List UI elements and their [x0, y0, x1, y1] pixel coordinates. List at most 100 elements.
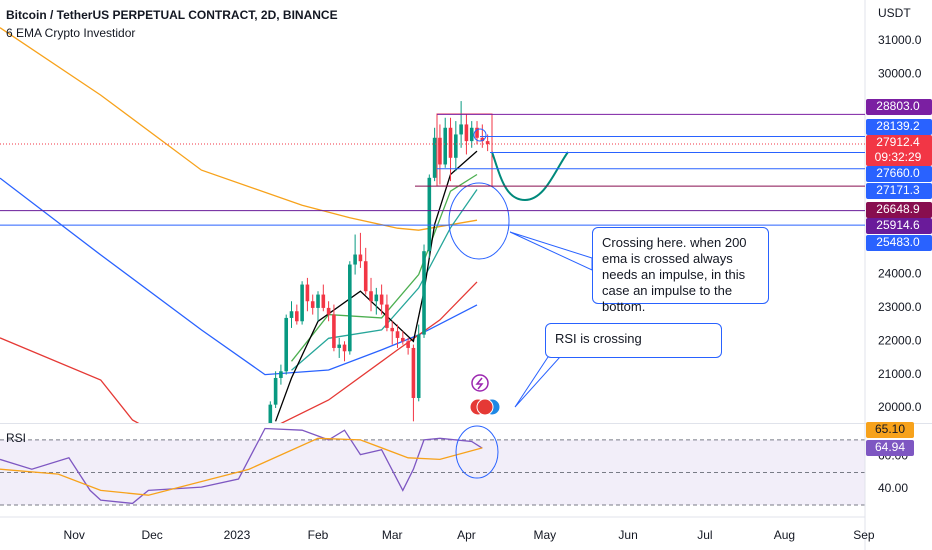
candle-body — [411, 347, 416, 398]
candle-body — [385, 304, 389, 328]
rsi-ellipse — [455, 425, 499, 479]
price-label: 25914.6 — [876, 218, 920, 232]
last-price-label: 27912.4 — [876, 135, 920, 149]
candle-body — [422, 251, 426, 335]
candle-body — [406, 341, 410, 348]
candle-body — [416, 334, 421, 398]
candle-body — [353, 254, 357, 265]
candle-body — [337, 344, 342, 348]
price-label-box — [866, 235, 932, 251]
ema-line — [291, 189, 478, 371]
price-label: 27660.0 — [876, 166, 920, 180]
candle-body — [395, 331, 400, 338]
candle-body — [310, 301, 315, 308]
countdown-label: 09:32:29 — [875, 150, 922, 164]
price-label: 28139.2 — [876, 119, 920, 133]
x-tick-label: Mar — [382, 528, 403, 542]
price-label-box — [866, 202, 932, 218]
candle-body — [321, 294, 326, 308]
y-tick-label: 22000.0 — [878, 333, 922, 347]
candle-body — [268, 404, 273, 423]
candle-body — [363, 261, 368, 292]
currency-label: USDT — [878, 6, 911, 20]
candle-body — [390, 327, 395, 332]
y-tick-label: 24000.0 — [878, 267, 922, 281]
projection-curve — [491, 151, 569, 202]
callout: RSI is crossing — [545, 323, 722, 358]
price-label-box — [866, 183, 932, 199]
candle-body — [464, 124, 469, 142]
x-tick-label: 2023 — [224, 528, 251, 542]
ema-line — [0, 177, 478, 376]
candle-body — [459, 124, 463, 135]
candle-body — [348, 264, 352, 352]
rsi-value-box — [866, 422, 914, 438]
ema-line — [290, 173, 478, 362]
price-label: 28803.0 — [876, 99, 920, 113]
candle-body — [379, 294, 384, 305]
candle-body — [300, 284, 304, 322]
x-tick-label: Jul — [697, 528, 712, 542]
rsi-value-label: 64.94 — [875, 440, 905, 454]
candle-body — [401, 337, 405, 342]
candle-body — [295, 311, 299, 322]
y-tick-label: 21000.0 — [878, 367, 922, 381]
candle-body — [432, 137, 437, 178]
chart-title: Bitcoin / TetherUS PERPETUAL CONTRACT, 2… — [6, 8, 338, 22]
price-label-box — [866, 99, 932, 115]
price-label: 26648.9 — [876, 202, 920, 216]
price-label: 25483.0 — [876, 235, 920, 249]
candle-body — [448, 127, 453, 158]
candle-body — [305, 284, 310, 302]
x-tick-label: Sep — [853, 528, 875, 542]
candle-body — [279, 371, 283, 378]
candle-body — [284, 317, 289, 372]
indicator-name: 6 EMA Crypto Investidor — [6, 26, 135, 40]
last-price-box — [866, 135, 932, 166]
candle-body — [485, 141, 490, 145]
candle-body — [358, 254, 363, 262]
rsi-label: RSI — [6, 431, 26, 445]
price-label-box — [866, 166, 932, 182]
rsi-value-box — [866, 440, 914, 456]
x-tick-label: Aug — [774, 528, 795, 542]
price-label-box — [866, 218, 932, 234]
candle-body — [316, 294, 320, 308]
rsi-pane — [0, 427, 483, 505]
rsi-line — [0, 427, 483, 505]
cross-ellipse — [448, 182, 510, 260]
candle-body — [480, 137, 485, 142]
candle-body — [454, 134, 458, 158]
candle-body — [443, 127, 448, 165]
event-icon[interactable] — [476, 398, 494, 416]
rsi-line — [0, 437, 483, 496]
rsi-tick-label: 40.00 — [878, 481, 908, 495]
y-tick-label: 20000.0 — [878, 400, 922, 414]
candle-body — [342, 344, 347, 352]
candle-body — [475, 127, 479, 138]
x-tick-label: Nov — [64, 528, 85, 542]
candle-body — [438, 137, 442, 165]
ema-line — [0, 27, 478, 231]
y-tick-label: 23000.0 — [878, 300, 922, 314]
main-pane — [0, 27, 490, 423]
candle-body — [273, 377, 278, 405]
event-icon[interactable] — [471, 374, 489, 392]
circle-mark — [473, 128, 487, 142]
candle-body — [427, 177, 432, 252]
x-tick-label: Jun — [618, 528, 637, 542]
rsi-band-layer — [0, 439, 865, 506]
candle-body — [289, 311, 294, 318]
candle-body — [332, 314, 336, 348]
x-tick-label: May — [534, 528, 557, 542]
candle-body — [374, 294, 379, 302]
price-label-box — [866, 119, 932, 135]
x-tick-label: Apr — [457, 528, 476, 542]
candle-body — [469, 127, 474, 142]
event-icon-bolt — [475, 377, 484, 390]
callout: Crossing here. when 200 ema is crossed a… — [592, 227, 769, 314]
x-tick-label: Feb — [308, 528, 329, 542]
